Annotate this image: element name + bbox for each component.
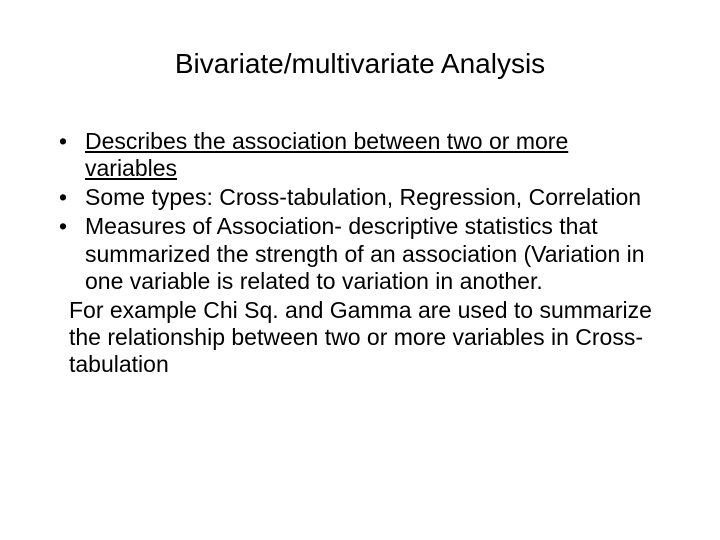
bullet-text: Measures of Association- descriptive sta… xyxy=(85,213,645,293)
bullet-item: Describes the association between two or… xyxy=(55,128,665,182)
bullet-text: Some types: Cross-tabulation, Regression… xyxy=(85,184,641,210)
bullet-item: Measures of Association- descriptive sta… xyxy=(55,213,665,294)
bullet-text-underlined: Describes the association between two or… xyxy=(85,128,568,181)
slide-title: Bivariate/multivariate Analysis xyxy=(55,48,665,80)
bullet-list: Describes the association between two or… xyxy=(55,128,665,295)
bullet-item: Some types: Cross-tabulation, Regression… xyxy=(55,184,665,211)
slide-container: Bivariate/multivariate Analysis Describe… xyxy=(0,0,720,540)
followup-text: For example Chi Sq. and Gamma are used t… xyxy=(55,297,665,378)
